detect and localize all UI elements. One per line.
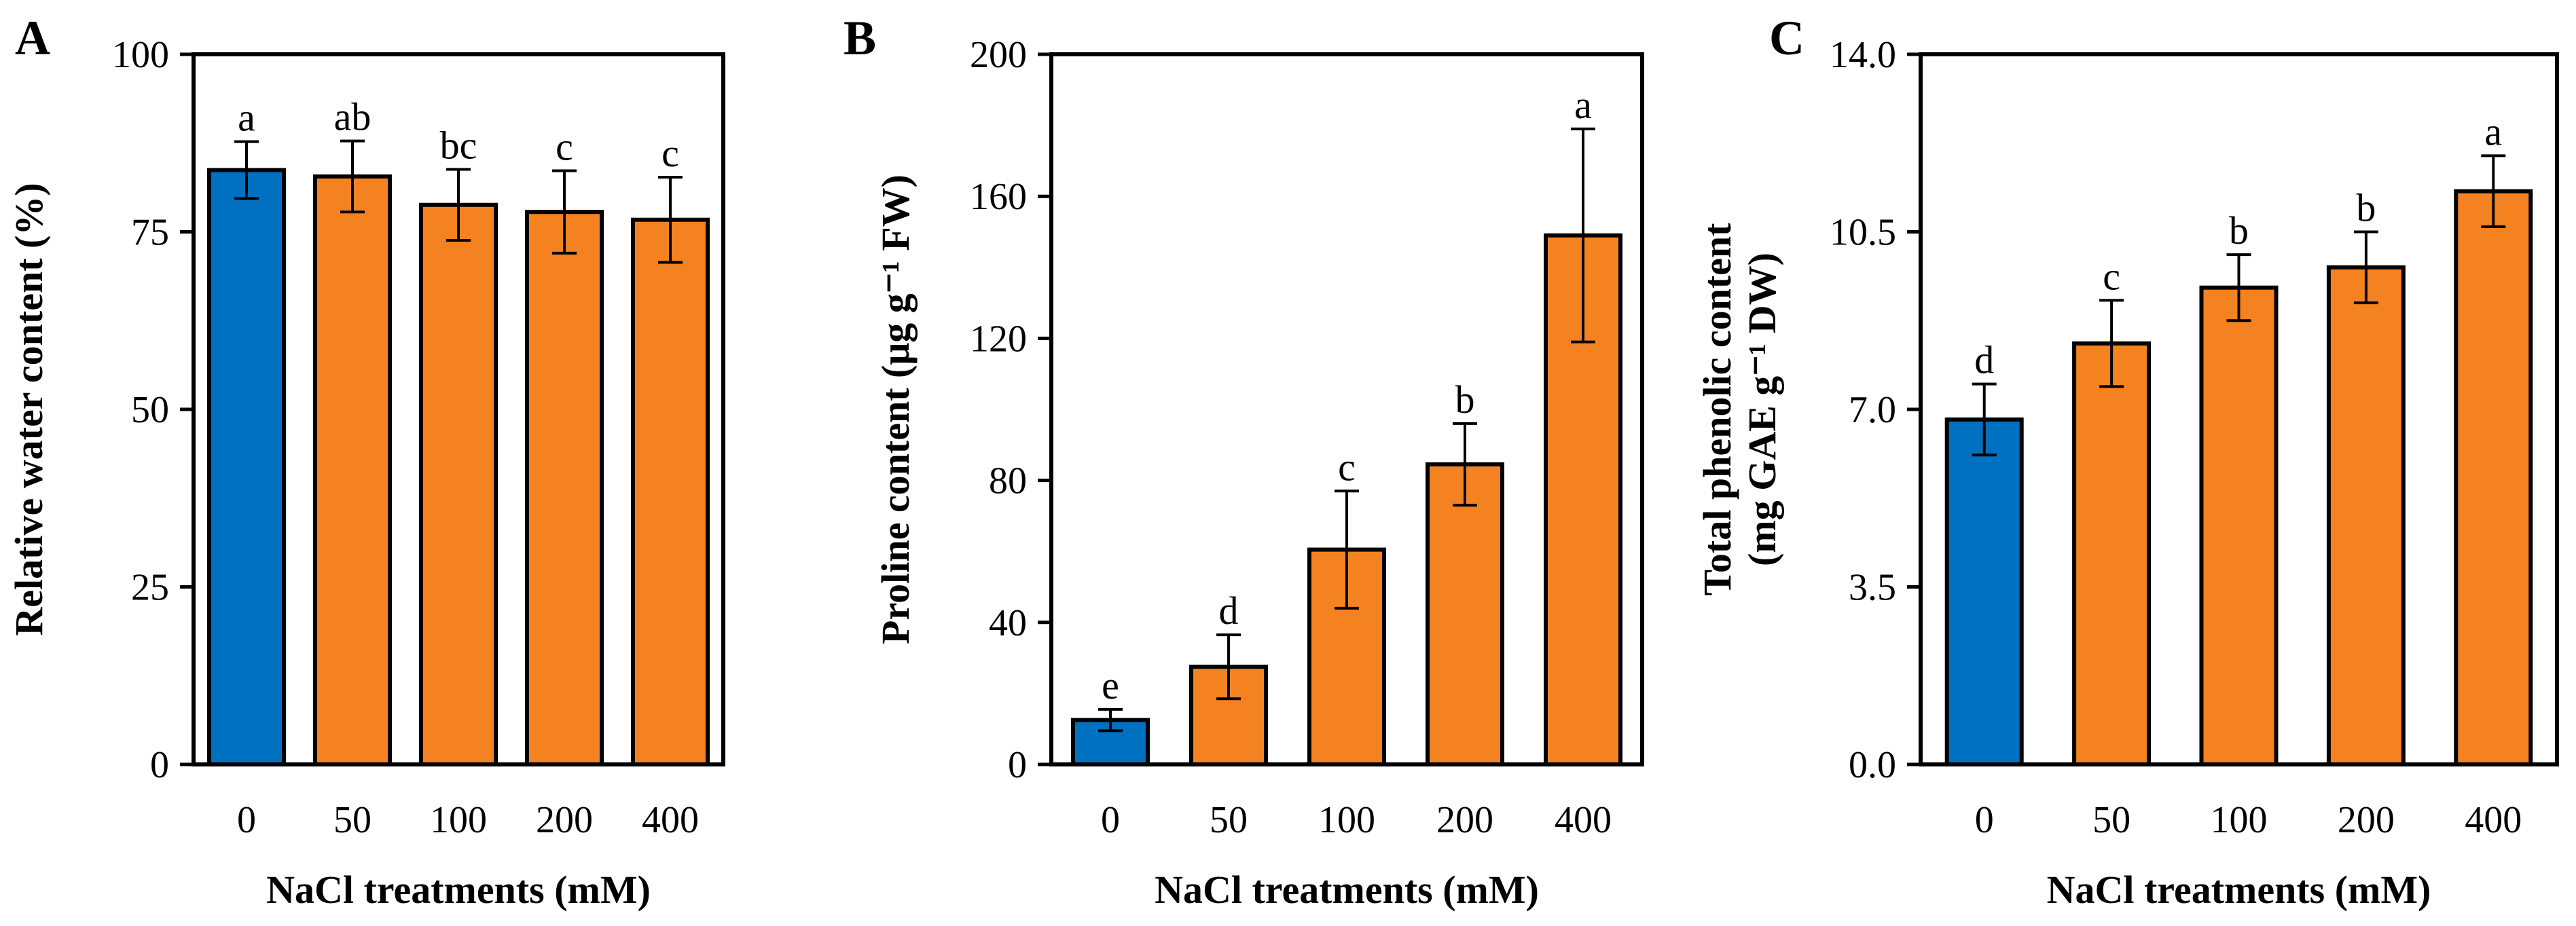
y-tick-label: 200 xyxy=(970,34,1027,76)
bar xyxy=(1071,718,1150,766)
y-tick-label: 80 xyxy=(989,460,1027,502)
significance-letter: ab xyxy=(334,95,371,139)
x-tick-label: 50 xyxy=(333,799,371,841)
significance-letter: c xyxy=(556,125,573,169)
significance-letter: b xyxy=(1455,377,1475,422)
x-tick-label: 100 xyxy=(2211,799,2268,841)
y-tick-label: 0 xyxy=(150,744,169,786)
x-tick-label: 50 xyxy=(1210,799,1248,841)
bar xyxy=(2199,285,2279,766)
y-tick-label: 14.0 xyxy=(1830,34,1896,76)
y-tick-label: 160 xyxy=(970,176,1027,218)
x-axis-label: NaCl treatments (mM) xyxy=(2047,868,2431,912)
x-axis-label: NaCl treatments (mM) xyxy=(266,868,651,912)
y-tick-label: 7.0 xyxy=(1849,389,1896,431)
x-tick-label: 400 xyxy=(1555,799,1612,841)
x-tick-label: 400 xyxy=(2465,799,2522,841)
y-axis-label: Total phenolic content xyxy=(1695,223,1739,596)
significance-letter: c xyxy=(661,131,679,175)
plot-frame xyxy=(192,52,725,766)
x-axis-label: NaCl treatments (mM) xyxy=(1155,868,1539,912)
x-tick-label: 0 xyxy=(1975,799,1994,841)
significance-letter: e xyxy=(1102,663,1119,707)
significance-letter: b xyxy=(2356,186,2376,230)
bar xyxy=(1426,462,1504,766)
panel-c: Cd 0 c 50 b 100 b 200 a 400 0.0 3.5 7.0 10.5 14.0 NaCl … xyxy=(1695,11,2559,912)
x-tick-label: 100 xyxy=(430,799,487,841)
bar xyxy=(207,168,286,767)
x-tick-label: 400 xyxy=(642,799,699,841)
significance-letter: d xyxy=(1974,338,1994,382)
y-tick-label: 50 xyxy=(131,389,169,431)
significance-letter: d xyxy=(1219,589,1239,633)
x-tick-label: 200 xyxy=(2338,799,2395,841)
y-tick-label: 0 xyxy=(1008,744,1027,786)
y-tick-label: 120 xyxy=(970,318,1027,360)
y-tick-label: 75 xyxy=(131,212,169,254)
x-tick-label: 100 xyxy=(1318,799,1375,841)
significance-letter: a xyxy=(1574,83,1592,127)
bar xyxy=(525,210,604,767)
x-tick-label: 200 xyxy=(536,799,593,841)
panel-b: Be 0 d 50 c 100 b 200 a 400 0 40 80 120 160 200 NaCl tre… xyxy=(843,11,1644,912)
y-axis-label: Relative water content (%) xyxy=(7,183,51,635)
x-tick-label: 0 xyxy=(237,799,256,841)
panel-letter: B xyxy=(843,11,876,65)
bar xyxy=(313,174,392,766)
significance-letter: bc xyxy=(440,123,477,167)
panel-a: Aa 0 ab 50 bc 100 c 200 c 400 0 25 50 75 100 NaCl treat… xyxy=(7,11,725,912)
y-tick-label: 40 xyxy=(989,602,1027,644)
bar xyxy=(2326,265,2406,766)
panel-letter: C xyxy=(1769,11,1804,65)
y-tick-label: 0.0 xyxy=(1849,744,1896,786)
plot-frame xyxy=(1919,52,2559,766)
panel-letter: A xyxy=(15,11,50,65)
y-tick-label: 100 xyxy=(112,34,169,76)
bar xyxy=(631,217,710,766)
y-tick-label: 3.5 xyxy=(1849,567,1896,609)
y-tick-label: 10.5 xyxy=(1830,212,1896,254)
x-tick-label: 0 xyxy=(1101,799,1120,841)
x-tick-label: 200 xyxy=(1436,799,1493,841)
y-axis-label: Proline content (μg g⁻¹ FW) xyxy=(873,174,918,644)
significance-letter: c xyxy=(1338,445,1356,489)
significance-letter: c xyxy=(2103,254,2120,298)
y-tick-label: 25 xyxy=(131,567,169,609)
bar xyxy=(2454,189,2533,766)
y-axis-label: (mg GAE g⁻¹ DW) xyxy=(1740,253,1784,566)
bar xyxy=(2072,341,2152,767)
significance-letter: a xyxy=(238,96,255,140)
significance-letter: a xyxy=(2484,109,2502,153)
significance-letter: b xyxy=(2229,208,2249,253)
x-tick-label: 50 xyxy=(2092,799,2130,841)
bar xyxy=(419,202,498,766)
plot-frame xyxy=(1049,52,1644,766)
bar xyxy=(1944,417,2024,766)
